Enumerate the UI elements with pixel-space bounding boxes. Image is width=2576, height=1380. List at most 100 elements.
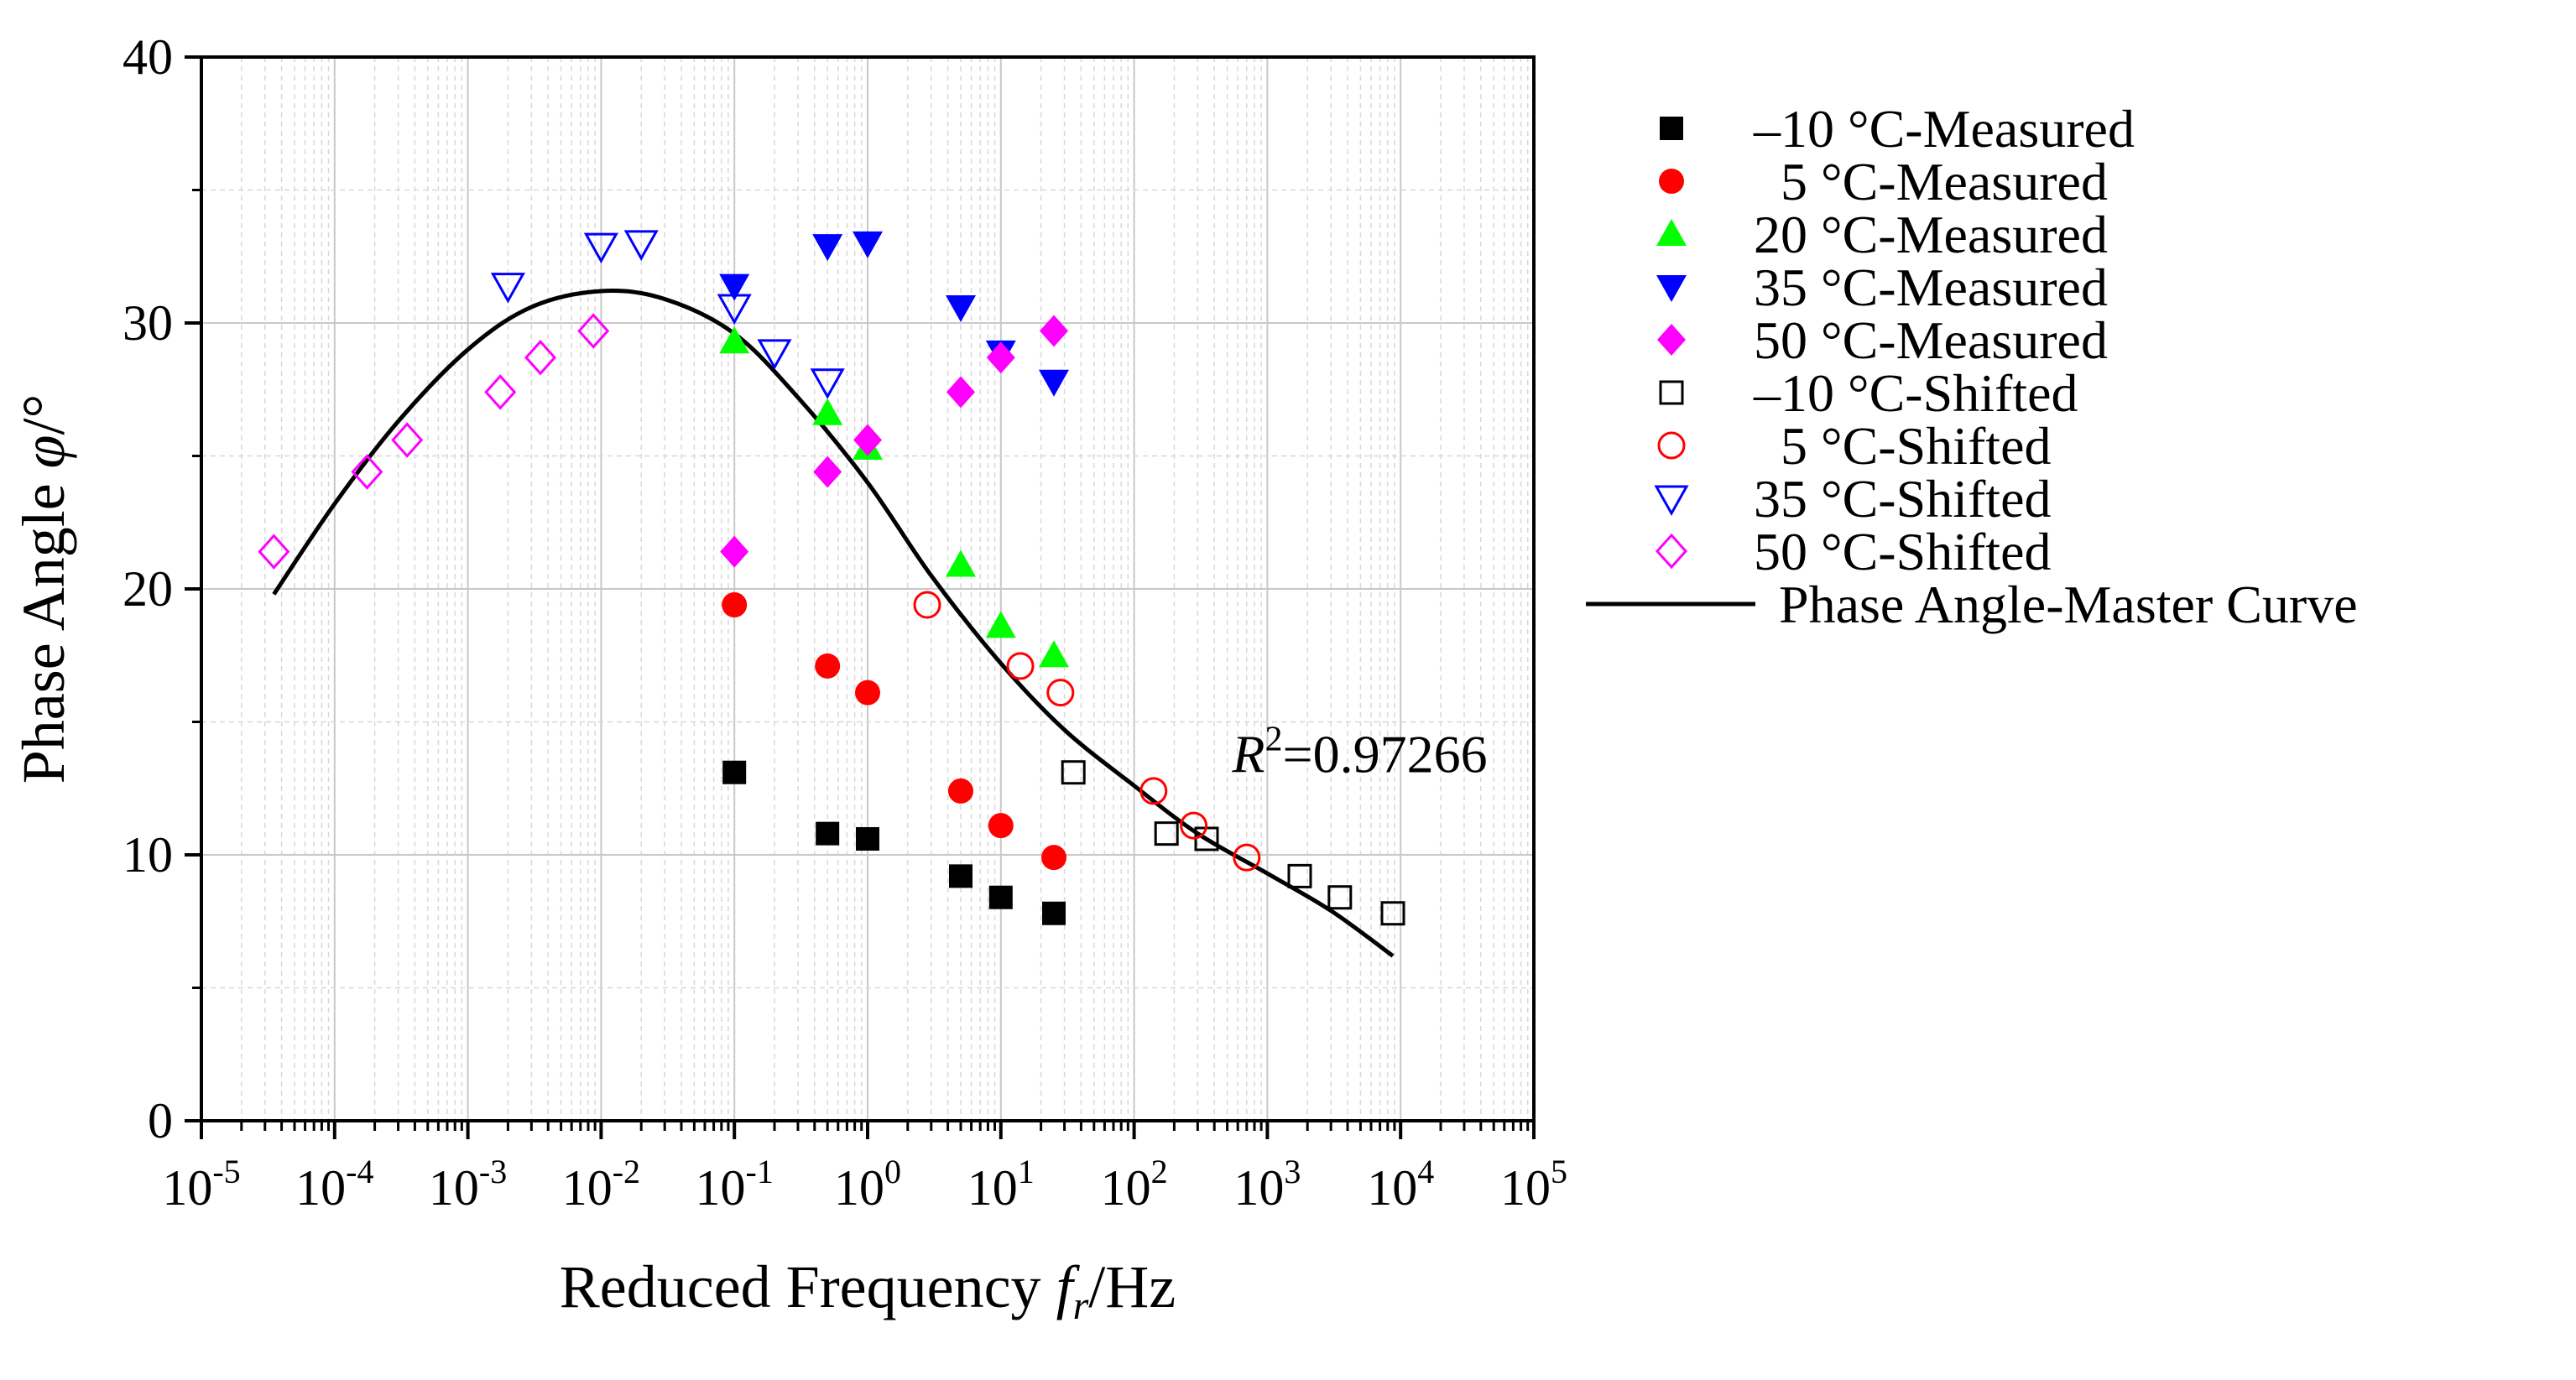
x-tick-base: 10 [562, 1160, 613, 1216]
x-tick-label: 101 [967, 1153, 1035, 1216]
y-tick-label: 40 [123, 29, 173, 85]
x-tick-label: 100 [834, 1153, 901, 1216]
legend-label: 5 °C-Measured [1754, 152, 2108, 211]
axes: 10-5 10-4 10-3 10-2 10-1 100 101 102 103 104 10501… [123, 29, 1567, 1216]
x-tick-exponent: 5 [1551, 1153, 1567, 1190]
data-point [1039, 315, 1068, 347]
x-tick-base: 10 [295, 1160, 346, 1216]
data-point [812, 398, 843, 425]
annotation-rest: =0.97266 [1282, 725, 1487, 784]
data-point [1046, 679, 1075, 707]
data-point [948, 864, 973, 888]
data-point [1233, 843, 1261, 872]
x-tick-label: 103 [1233, 1153, 1301, 1216]
data-point [258, 534, 290, 570]
data-point [810, 368, 845, 399]
legend-label: 35 °C-Shifted [1754, 469, 2051, 529]
x-tick-exponent: -2 [613, 1153, 640, 1190]
data-point [853, 231, 883, 258]
x-tick-base: 10 [1101, 1160, 1151, 1216]
data-point [945, 294, 976, 322]
legend-label: 35 °C-Measured [1754, 258, 2108, 317]
data-point [815, 653, 841, 679]
data-point [757, 339, 792, 370]
data-point [1061, 760, 1086, 785]
x-tick-exponent: -3 [479, 1153, 507, 1190]
x-tick-exponent: -5 [212, 1153, 240, 1190]
y-tick-label: 0 [148, 1093, 173, 1148]
legend-label: 5 °C-Shifted [1754, 416, 2051, 476]
data-point [1006, 652, 1035, 680]
legend-marker [1654, 485, 1689, 517]
data-point [722, 760, 747, 784]
data-point [985, 611, 1016, 638]
x-tick-base: 10 [696, 1160, 746, 1216]
x-tick-base: 10 [1367, 1160, 1417, 1216]
data-point [720, 535, 749, 568]
data-point [812, 234, 843, 262]
data-point [583, 232, 618, 264]
data-point [946, 376, 975, 409]
legend-marker [1655, 533, 1688, 570]
x-tick-base: 10 [1233, 1160, 1284, 1216]
x-tick-exponent: -4 [346, 1153, 373, 1190]
master-curve [272, 289, 1395, 958]
x-axis-label-main: Reduced Frequency [560, 1253, 1056, 1320]
legend-label: 50 °C-Shifted [1754, 522, 2051, 581]
annotation-sup: 2 [1265, 721, 1282, 759]
data-point [813, 456, 842, 488]
x-tick-label: 102 [1101, 1153, 1168, 1216]
data-point [947, 778, 973, 804]
x-tick-base: 10 [429, 1160, 479, 1216]
legend-label: –10 °C-Measured [1753, 99, 2135, 159]
x-tick-exponent: -1 [746, 1153, 774, 1190]
annotation-r-squared: R2=0.97266 [1231, 721, 1487, 784]
data-point [490, 273, 525, 304]
x-axis-label: Reduced Frequency fr/Hz [560, 1253, 1176, 1328]
data-point [524, 339, 557, 376]
legend-marker [1660, 117, 1683, 140]
data-point [1180, 811, 1208, 840]
data-point [1040, 845, 1066, 871]
y-axis-label: Phase Angle φ/° [10, 394, 77, 784]
legend-label-master-curve: Phase Angle-Master Curve [1779, 575, 2358, 634]
x-tick-label: 10-1 [696, 1153, 774, 1216]
data-point [1154, 821, 1179, 846]
y-tick-label: 20 [123, 561, 173, 617]
y-axis-label-main: Phase Angle [10, 468, 77, 784]
data-point [1041, 901, 1066, 925]
data-point [623, 230, 659, 261]
data-point [913, 591, 941, 619]
data-point [1287, 863, 1312, 888]
data-point [484, 374, 517, 410]
legend-marker [1657, 324, 1686, 356]
x-tick-exponent: 4 [1417, 1153, 1434, 1190]
data-point [577, 313, 610, 349]
data-point [855, 680, 880, 706]
legend-marker [1656, 275, 1687, 302]
annotation-main: R [1231, 725, 1265, 784]
legend-marker [1657, 431, 1686, 460]
x-tick-exponent: 3 [1284, 1153, 1301, 1190]
x-tick-exponent: 2 [1151, 1153, 1168, 1190]
data-point [1038, 640, 1069, 668]
x-tick-label: 104 [1367, 1153, 1434, 1216]
data-point [988, 813, 1014, 839]
data-points-layer [258, 230, 1405, 926]
x-tick-label: 10-3 [429, 1153, 507, 1216]
x-tick-base: 10 [967, 1160, 1018, 1216]
legend-marker [1656, 219, 1687, 246]
x-tick-base: 10 [834, 1160, 884, 1216]
data-point [1038, 369, 1069, 397]
data-point [988, 885, 1013, 909]
x-tick-exponent: 1 [1018, 1153, 1035, 1190]
data-point [986, 341, 1015, 374]
data-point [719, 326, 750, 354]
y-axis-label-var: φ [10, 435, 77, 468]
legend-label: –10 °C-Shifted [1753, 363, 2078, 423]
legend-marker [1659, 169, 1684, 194]
x-tick-label: 105 [1500, 1153, 1567, 1216]
x-tick-exponent: 0 [884, 1153, 901, 1190]
